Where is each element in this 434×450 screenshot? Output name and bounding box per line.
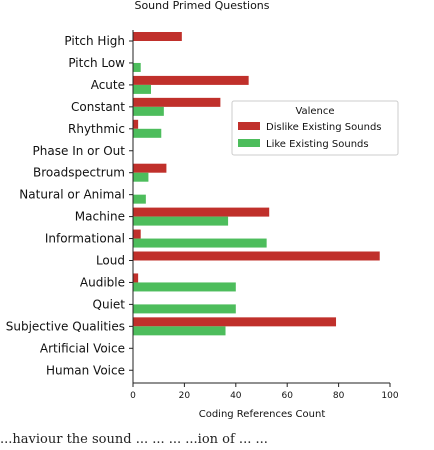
bar-like-informational <box>133 238 267 248</box>
legend-label-like: Like Existing Sounds <box>266 139 369 150</box>
bar-dislike-informational <box>133 229 141 239</box>
bar-like-pitch-low <box>133 62 141 72</box>
category-label-quiet: Quiet <box>93 297 126 311</box>
bars-group <box>133 32 380 336</box>
bar-like-acute <box>133 84 151 94</box>
bar-like-broadspectrum <box>133 172 149 182</box>
x-tick-label-60: 60 <box>281 391 293 401</box>
x-axis: 0 20 40 60 80 100 <box>130 382 399 401</box>
x-tick-label-0: 0 <box>130 391 136 401</box>
bar-chart: Sound Primed Questions Pitch High Pitch L… <box>6 0 399 420</box>
category-labels: Pitch High Pitch Low Acute Constant Rhythmic… <box>6 34 133 377</box>
legend-swatch-dislike <box>238 122 260 130</box>
category-label-loud: Loud <box>96 254 125 268</box>
bar-dislike-pitch-high <box>133 32 182 41</box>
bar-like-machine <box>133 216 229 226</box>
category-label-human-voice: Human Voice <box>46 363 125 377</box>
category-label-informational: Informational <box>45 232 125 246</box>
bar-dislike-machine <box>133 207 270 217</box>
category-label-pitch-low: Pitch Low <box>68 56 125 70</box>
x-tick-label-40: 40 <box>230 391 242 401</box>
bar-like-rhythmic <box>133 128 162 138</box>
category-label-artificial-voice: Artificial Voice <box>40 341 125 355</box>
category-label-subjective-qualities: Subjective Qualities <box>6 319 125 333</box>
legend: Valence Dislike Existing Sounds Like Exi… <box>231 100 399 156</box>
legend-title: Valence <box>295 106 334 117</box>
chart-title: Sound Primed Questions <box>134 0 269 12</box>
bar-like-audible <box>133 282 236 292</box>
legend-box <box>231 100 399 156</box>
x-axis-label: Coding References Count <box>199 409 326 420</box>
bar-like-constant <box>133 106 164 116</box>
legend-swatch-like <box>238 139 260 147</box>
bar-dislike-subjective-qualities <box>133 317 337 327</box>
caption-text: ...haviour the sound ... ... ... ...ion … <box>0 432 268 447</box>
bar-dislike-broadspectrum <box>133 163 167 173</box>
category-label-rhythmic: Rhythmic <box>68 122 125 136</box>
bar-like-quiet <box>133 304 236 314</box>
category-label-broadspectrum: Broadspectrum <box>33 166 125 180</box>
x-tick-label-80: 80 <box>333 391 345 401</box>
x-tick-label-100: 100 <box>381 391 398 401</box>
bar-dislike-constant <box>133 97 221 107</box>
category-label-constant: Constant <box>71 100 125 114</box>
legend-label-dislike: Dislike Existing Sounds <box>266 122 382 133</box>
category-label-pitch-high: Pitch High <box>64 34 125 48</box>
bar-dislike-loud <box>133 251 380 261</box>
category-label-machine: Machine <box>75 210 125 224</box>
bar-dislike-rhythmic <box>133 119 139 129</box>
bar-dislike-audible <box>133 273 139 283</box>
bar-dislike-acute <box>133 75 249 85</box>
x-tick-label-20: 20 <box>179 391 191 401</box>
category-label-audible: Audible <box>80 275 125 289</box>
bar-like-natural-or-animal <box>133 194 146 204</box>
category-label-phase-in-or-out: Phase In or Out <box>33 144 126 158</box>
category-label-acute: Acute <box>91 78 125 92</box>
bar-like-subjective-qualities <box>133 326 226 336</box>
category-label-natural-or-animal: Natural or Animal <box>19 188 125 202</box>
